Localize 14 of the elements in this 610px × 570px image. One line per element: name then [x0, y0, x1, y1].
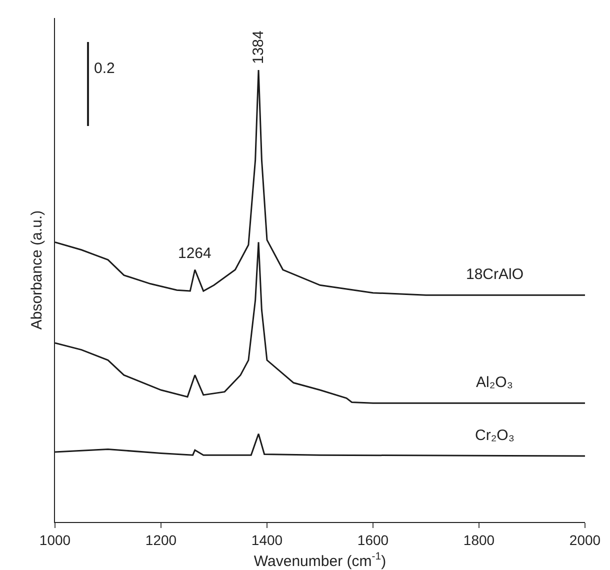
x-tick-label: 1800 — [463, 532, 495, 548]
series-label: 18CrAlO — [466, 266, 524, 283]
x-axis-title: Wavenumber (cm$^{-1}$) — [254, 550, 386, 570]
series-label: Al₂O₃ — [476, 374, 513, 391]
y-axis-title: Absorbance (a.u.) — [28, 210, 46, 330]
series-label: Cr₂O₃ — [475, 427, 514, 444]
x-tick-label: 1000 — [39, 532, 71, 548]
annotation: 1384 — [250, 30, 268, 64]
x-tick-label: 2000 — [569, 532, 601, 548]
x-tick-label: 1200 — [145, 532, 177, 548]
annotation: 0.2 — [94, 60, 115, 77]
x-tick-label: 1400 — [251, 532, 283, 548]
x-tick-label: 1600 — [357, 532, 389, 548]
annotation: 1264 — [178, 245, 212, 262]
